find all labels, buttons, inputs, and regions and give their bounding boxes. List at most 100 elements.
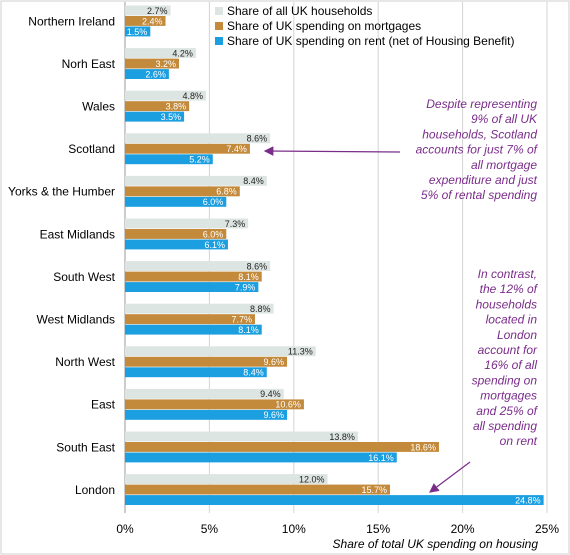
category-label: Scotland: [68, 142, 115, 156]
data-label: 8.1%: [238, 325, 259, 335]
bar: [125, 282, 259, 292]
bar: [125, 69, 169, 79]
category-labels: Northern Ireland Norh East Wales Scotland Yo…: [8, 14, 116, 497]
annotation-text: and 25% of: [476, 404, 538, 418]
x-tick-label: 5%: [201, 522, 219, 536]
x-tick-label: 25%: [535, 522, 559, 536]
data-label: 3.5%: [161, 112, 182, 122]
annotation-arrow: [429, 461, 471, 493]
data-label: 7.7%: [231, 315, 252, 325]
data-label: 6.8%: [216, 187, 237, 197]
data-label: 13.8%: [329, 432, 355, 442]
data-label: 8.1%: [238, 272, 259, 282]
annotation-text: 5% of rental spending: [421, 188, 537, 202]
annotation-text: households, Scotland: [422, 127, 537, 141]
data-label: 9.6%: [264, 410, 285, 420]
annotation-text: mortgages: [480, 389, 537, 403]
bar: [125, 484, 391, 495]
annotation-text: account for: [478, 343, 538, 357]
bar: [125, 356, 288, 367]
bar: [125, 271, 262, 282]
data-label: 18.6%: [410, 442, 436, 452]
bar: [125, 196, 227, 207]
annotation-text: expenditure and just: [429, 173, 538, 187]
x-tick-label: 15%: [366, 522, 390, 536]
bar: [125, 442, 439, 452]
bar: [125, 154, 213, 165]
bar: [125, 218, 249, 229]
data-label: 15.7%: [361, 485, 387, 495]
bar: [125, 495, 544, 505]
bar: [125, 48, 196, 58]
annotation-text: 16% of all: [484, 358, 537, 372]
bar: [125, 90, 207, 101]
x-axis-title: Share of total UK spending on housing: [333, 537, 539, 551]
category-label: Wales: [82, 99, 115, 113]
category-label: South East: [56, 440, 115, 454]
data-label: 12.0%: [299, 474, 325, 484]
data-label: 6.0%: [203, 229, 224, 239]
legend-label: Share of all UK households: [227, 4, 372, 18]
legend-label: Share of UK spending on mortgages: [227, 19, 421, 33]
annotation-text: the 12% of: [480, 282, 539, 296]
annotation-text: 9% of all UK: [471, 112, 538, 126]
annotation-text: on rent: [500, 434, 538, 448]
x-tick-labels: 0% 5% 10% 15% 20% 25%: [116, 522, 559, 536]
legend-swatch: [215, 22, 223, 30]
legend-swatch: [215, 7, 223, 15]
bar: [125, 229, 227, 239]
data-label: 2.4%: [142, 16, 163, 26]
legend-swatch: [215, 37, 223, 45]
data-label: 11.3%: [288, 347, 313, 357]
annotation-text: spending on: [472, 373, 538, 387]
bar: [125, 452, 397, 463]
bar: [125, 133, 271, 144]
bar: [125, 367, 267, 378]
data-label: 7.4%: [226, 144, 247, 154]
bars: 2.7%2.4%1.5% 4.2%3.2%2.6% 4.8%3.8%3.5% 8.6%…: [125, 5, 544, 505]
data-label: 2.6%: [145, 69, 166, 79]
x-tick-label: 0%: [116, 522, 134, 536]
bar: [125, 143, 250, 154]
data-label: 16.1%: [368, 453, 394, 463]
x-tick-label: 10%: [282, 522, 306, 536]
category-label: East Midlands: [40, 227, 115, 241]
category-label: North West: [55, 355, 115, 369]
category-label: Norh East: [62, 57, 116, 71]
legend-label: Share of UK spending on rent (net of Hou…: [227, 34, 515, 48]
annotation-text: all mortgage: [471, 158, 537, 172]
bar: [125, 399, 304, 410]
bar: [125, 186, 240, 197]
data-label: 9.6%: [264, 357, 285, 367]
category-label: South West: [53, 270, 115, 284]
x-tick-label: 20%: [451, 522, 475, 536]
bar: [125, 26, 151, 37]
bar: [125, 239, 228, 250]
annotation-text: households: [476, 297, 537, 311]
bar: [125, 431, 358, 442]
data-label: 3.8%: [166, 102, 187, 112]
annotation-text: accounts for just 7% of: [416, 143, 539, 157]
gridlines: [124, 2, 548, 513]
bar: [125, 5, 171, 16]
data-label: 3.2%: [156, 59, 177, 69]
annotation-text: In contrast,: [478, 267, 537, 281]
data-label: 8.6%: [247, 134, 268, 144]
category-label: London: [75, 483, 115, 497]
category-label: West Midlands: [37, 312, 115, 326]
bar: [125, 16, 166, 26]
data-label: 8.4%: [243, 176, 264, 186]
category-label: Yorks & the Humber: [8, 185, 115, 199]
data-label: 6.1%: [204, 240, 225, 250]
annotation-arrow: [263, 146, 401, 156]
data-label: 7.9%: [235, 282, 256, 292]
data-label: 8.4%: [243, 368, 264, 378]
data-label: 4.2%: [172, 48, 193, 58]
data-label: 2.7%: [147, 6, 168, 16]
data-label: 6.0%: [203, 197, 224, 207]
bar: [125, 101, 190, 112]
annotation-text: all spending: [473, 419, 537, 433]
category-label: East: [91, 398, 116, 412]
